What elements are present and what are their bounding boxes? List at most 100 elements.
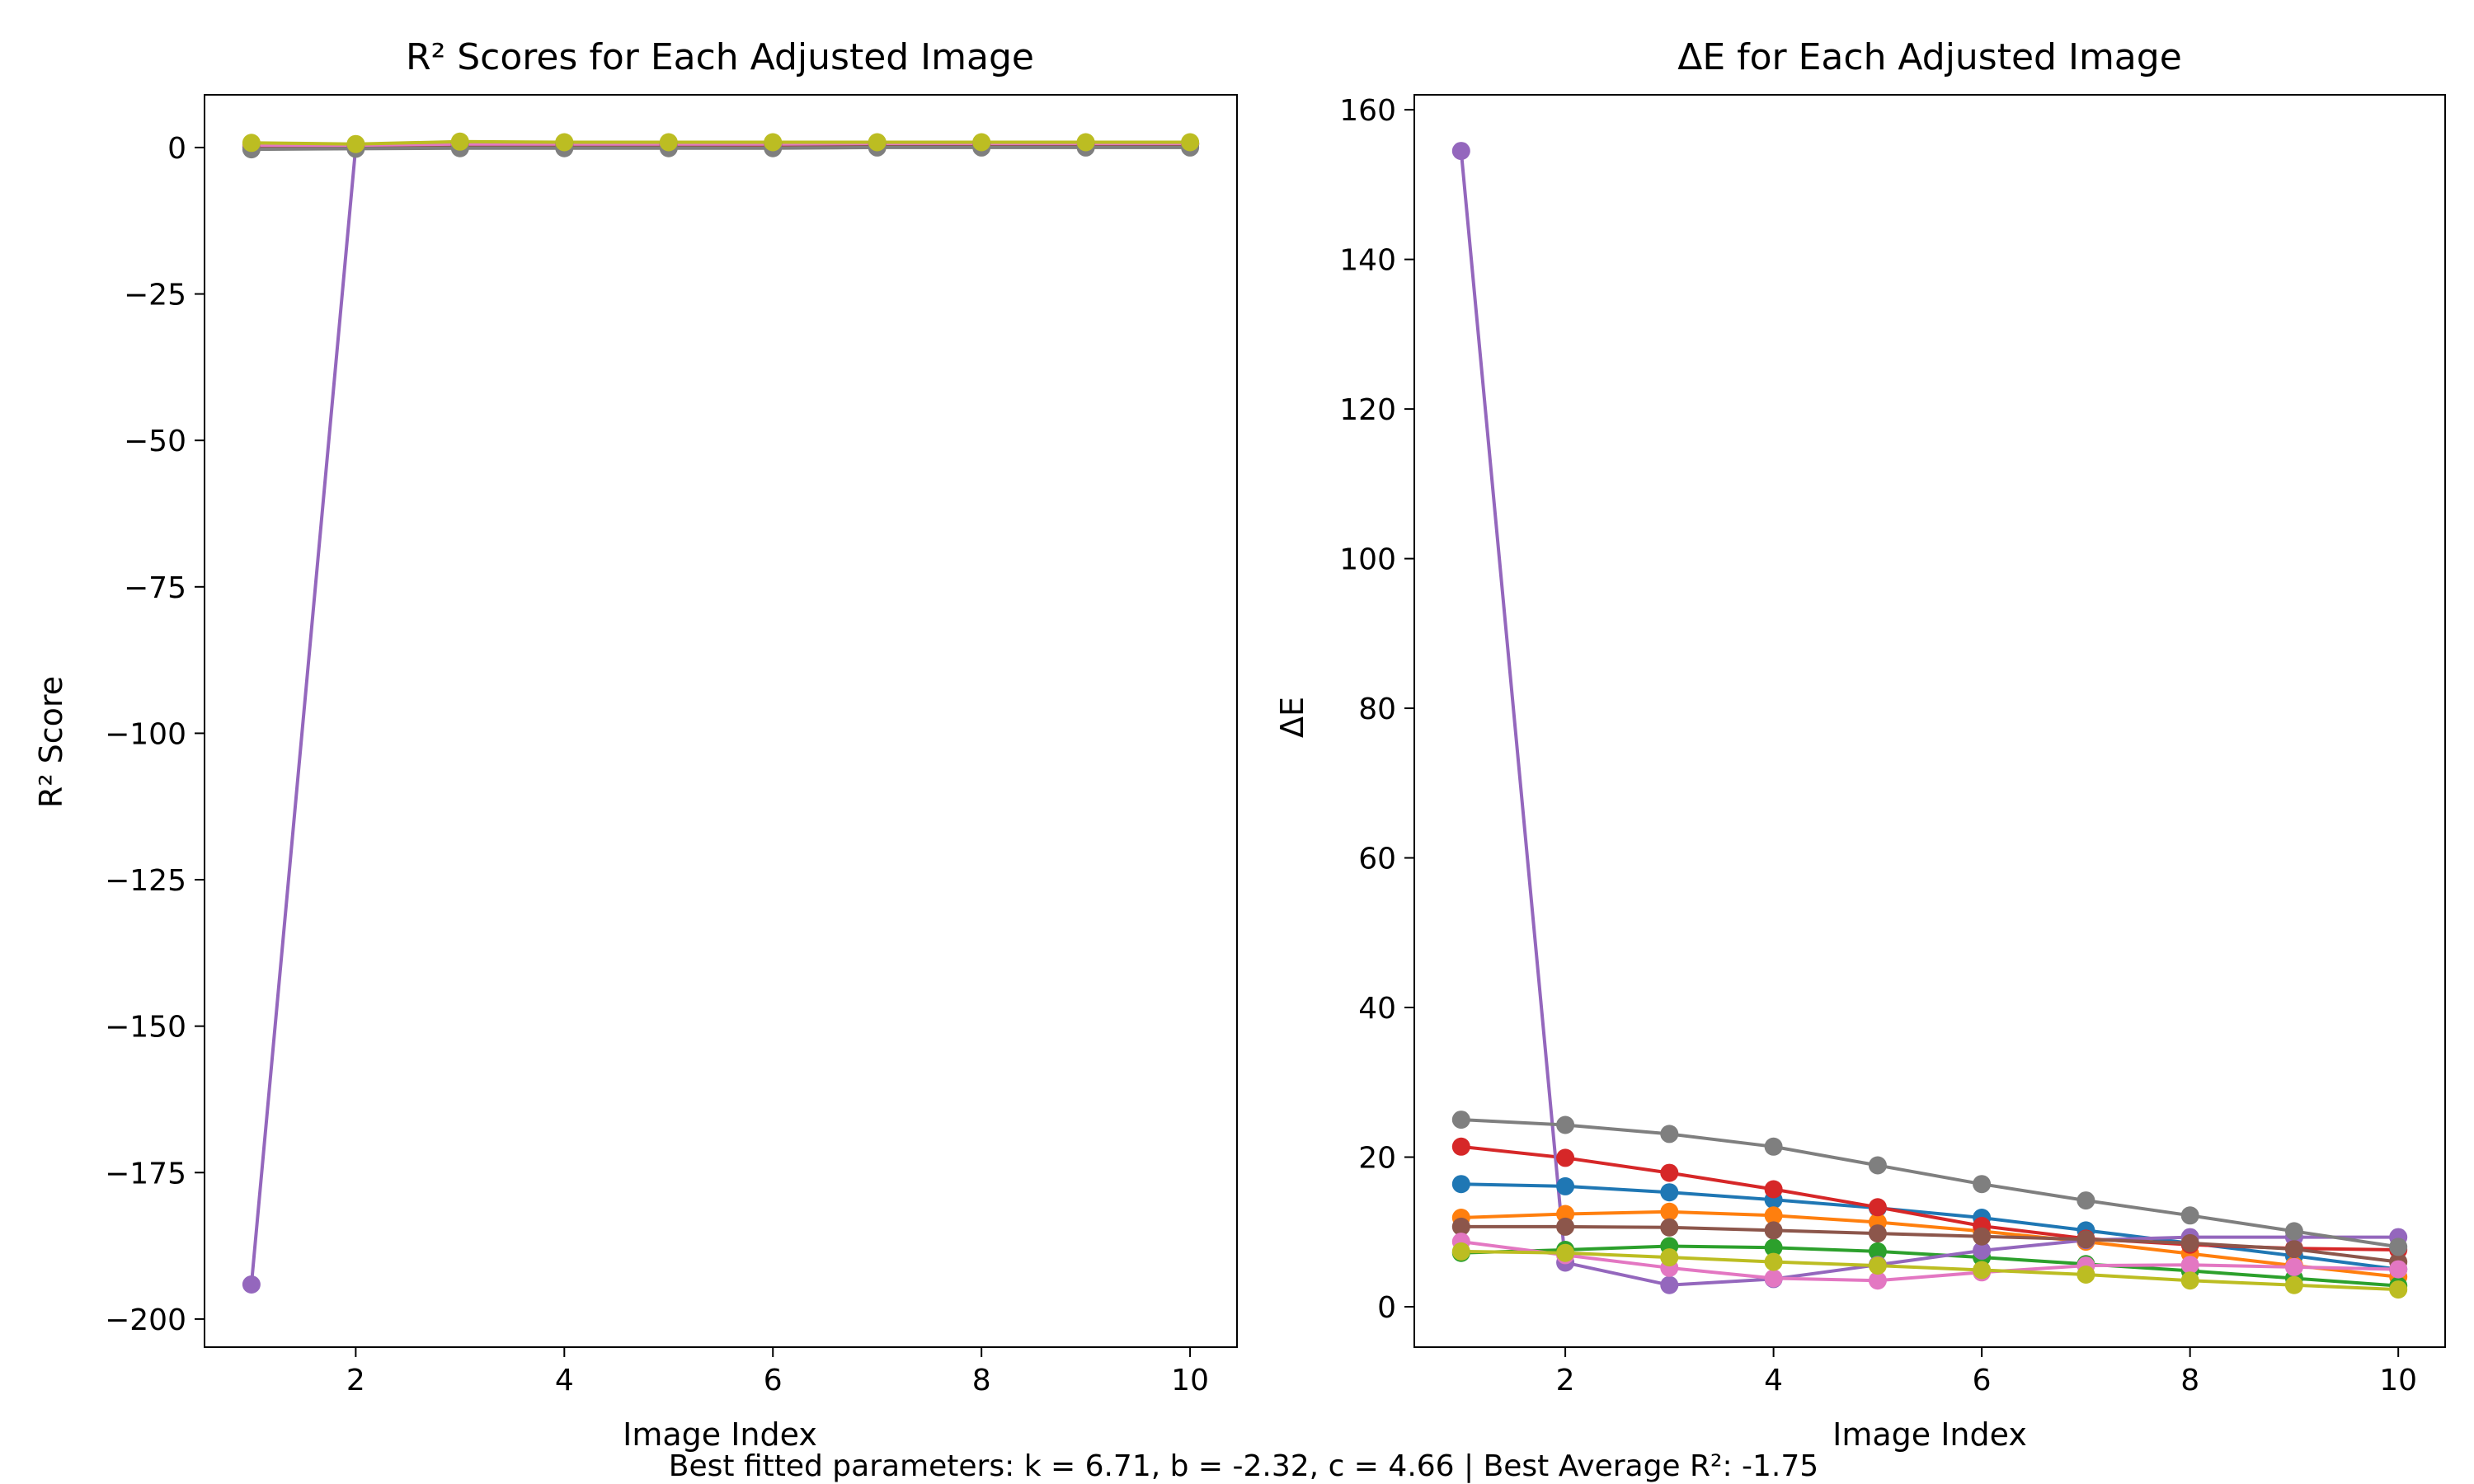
delta-e-x-tick-label: 6 [1973,1364,1992,1397]
delta-e-y-tick-label: 100 [1339,543,1396,577]
delta-e-series-7-point [1451,1111,1470,1129]
delta-e-series-7-point [2077,1191,2095,1210]
r2-x-tick-label: 2 [346,1364,365,1397]
r2-x-tick-label: 8 [972,1364,991,1397]
delta-e-series-4-point [1660,1275,1679,1294]
footer-caption: Best fitted parameters: k = 6.71, b = -2… [669,1449,1818,1483]
delta-e-series-2-line [1460,1244,2399,1288]
delta-e-series-2-point [1868,1242,1887,1261]
r2-series-7-line [251,145,1191,152]
delta-e-series-4-line [1459,150,2399,1287]
delta-e-series-8-point [2077,1266,2095,1284]
delta-e-series-5-point [2180,1233,2199,1252]
r2-y-tick-label: −75 [124,571,186,605]
delta-e-series-8-point [1556,1243,1575,1262]
r2-y-tick-label: −175 [105,1157,186,1190]
delta-e-y-tick-label: 0 [1377,1291,1396,1325]
r2-chart-ylabel: R² Score [33,676,69,808]
r2-series-8-point [868,133,887,152]
delta-e-series-1-point [1764,1206,1783,1225]
r2-chart-panel: R² Scores for Each Adjusted Image 2 4 6 8 10… [33,36,1238,1453]
delta-e-series-7-point [1660,1125,1679,1144]
delta-e-chart-ylabel: ΔE [1274,697,1310,738]
delta-e-series-8-point [1660,1248,1679,1267]
delta-e-x-tick-label: 2 [1556,1364,1575,1397]
delta-e-y-tick-label: 120 [1339,393,1396,427]
delta-e-chart-title: ΔE for Each Adjusted Image [1677,36,2182,78]
delta-e-x-tick-label: 4 [1764,1364,1783,1397]
r2-series-8-point [555,133,574,152]
delta-e-series-5-point [2284,1240,2303,1259]
delta-e-series-3-point [1764,1180,1783,1199]
delta-e-series-6-point [1868,1271,1887,1290]
delta-e-series-0-point [1451,1175,1470,1194]
r2-chart-title: R² Scores for Each Adjusted Image [406,36,1034,78]
delta-e-series-3-point [1556,1148,1575,1167]
delta-e-chart-xlabel: Image Index [1832,1416,2027,1453]
delta-e-axes-frame [1413,94,2446,1348]
r2-series-8-point [659,133,678,152]
delta-e-y-tick-label: 160 [1339,94,1396,128]
delta-e-x-tick-label: 10 [2379,1364,2417,1397]
delta-e-y-tick-label: 40 [1358,992,1396,1026]
r2-series-4-point [242,1275,261,1294]
delta-e-series-5-point [1973,1227,1992,1246]
r2-y-tick-label: −100 [105,717,186,751]
delta-e-series-1-point [1660,1202,1679,1221]
r2-y-tick-label: −150 [105,1011,186,1045]
delta-e-y-tick-label: 80 [1358,693,1396,726]
delta-e-series-5-point [1556,1217,1575,1236]
r2-x-tick-label: 10 [1171,1364,1209,1397]
delta-e-series-1-point [1556,1205,1575,1223]
delta-e-series-6-point [2180,1256,2199,1275]
delta-e-series-4-point [1973,1241,1992,1260]
delta-e-series-5-point [2077,1230,2095,1249]
delta-e-series-0-point [1556,1176,1575,1195]
delta-e-series-5-point [1660,1218,1679,1237]
delta-e-series-8-point [1451,1242,1470,1261]
r2-y-tick-label: 0 [167,132,186,166]
r2-series-8-point [242,134,261,153]
delta-e-series-7-point [2180,1206,2199,1225]
delta-e-series-7-point [1556,1115,1575,1134]
delta-e-series-4-point [1451,142,1470,161]
delta-e-series-0-point [1660,1183,1679,1202]
delta-e-series-8-point [1973,1261,1992,1280]
r2-y-tick-label: −50 [124,425,186,458]
delta-e-y-tick-label: 20 [1358,1142,1396,1176]
r2-chart-axes: 2 4 6 8 10 0 −25 −50 −75 −100 −125 −150 −175 −200 [105,94,1238,1397]
delta-e-series-1-line [1460,1209,2399,1279]
delta-e-series-6-line [1460,1240,2399,1283]
delta-e-x-tick-label: 8 [2180,1364,2199,1397]
delta-e-series-6-point [2389,1260,2408,1279]
delta-e-series-7-line [1460,1118,2399,1249]
delta-e-series-7-point [2284,1222,2303,1241]
delta-e-series-8-point [2180,1271,2199,1290]
delta-e-series-0-line [1460,1182,2399,1271]
r2-series-8-point [1076,133,1095,152]
r2-series-8-point [764,133,783,152]
r2-series-8-point [450,132,469,151]
delta-e-series-7-point [1764,1137,1783,1156]
delta-e-series-5-point [1868,1224,1887,1243]
delta-e-series-6-point [1764,1269,1783,1288]
delta-e-series-8-point [1764,1252,1783,1271]
delta-e-series-8-point [2284,1275,2303,1294]
r2-series-8-point [1181,133,1200,152]
r2-axes-frame [204,94,1238,1348]
delta-e-series-3-point [1868,1198,1887,1217]
r2-x-tick-label: 4 [555,1364,574,1397]
delta-e-series-7-point [1868,1156,1887,1175]
delta-e-series-5-point [1451,1217,1470,1236]
r2-y-tick-label: −125 [105,864,186,898]
r2-y-tick-label: −200 [105,1303,186,1337]
delta-e-series-3-point [1451,1137,1470,1156]
delta-e-series-5-point [1764,1221,1783,1240]
delta-e-series-8-point [2389,1280,2408,1299]
delta-e-y-tick-label: 140 [1339,244,1396,278]
r2-series-8-line [251,139,1191,146]
delta-e-series-5-line [1460,1224,2399,1264]
r2-x-tick-label: 6 [764,1364,783,1397]
